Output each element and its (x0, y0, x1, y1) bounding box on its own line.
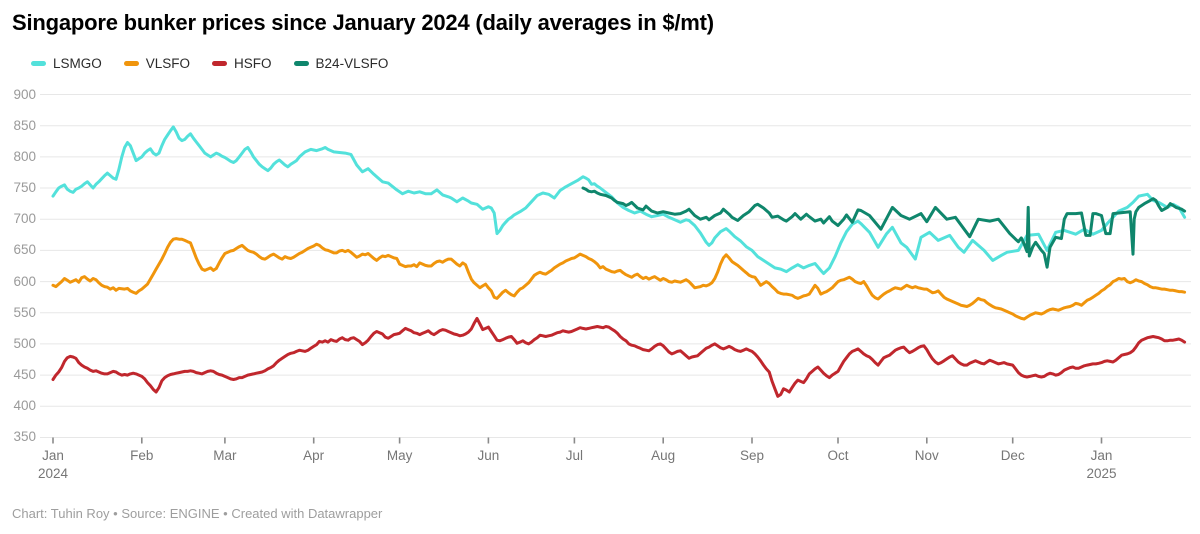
x-tick-label-jan: Jan (42, 448, 64, 463)
legend-item-b24-vlsfo: B24-VLSFO (293, 56, 389, 71)
gridlines (40, 94, 1191, 438)
legend-item-lsmgo: LSMGO (31, 56, 102, 71)
legend-label: VLSFO (145, 56, 191, 71)
legend-swatch-icon (212, 61, 228, 66)
x-tick-label-aug: Aug (651, 448, 676, 463)
x-tick-sublabel-2025: 2025 (1086, 466, 1117, 481)
y-tick-label-550: 550 (13, 304, 36, 320)
x-tick-label-dec: Dec (1000, 448, 1025, 463)
x-tick-label-jan: Jan (1090, 448, 1113, 463)
y-tick-label-700: 700 (13, 211, 36, 227)
series-line-b24-vlsfo (581, 186, 1187, 269)
y-tick-label-800: 800 (13, 148, 36, 164)
series-line-vlsfo (51, 237, 1187, 321)
legend-label: B24-VLSFO (315, 56, 389, 71)
x-tick-label-jun: Jun (477, 448, 500, 463)
x-tick-label-mar: Mar (213, 448, 237, 463)
legend-item-vlsfo: VLSFO (123, 56, 191, 71)
legend-label: HSFO (234, 56, 272, 71)
y-tick-label-500: 500 (13, 335, 36, 351)
series-line-lsmgo (51, 125, 1187, 275)
x-tick-sublabel-2024: 2024 (37, 466, 69, 481)
legend-swatch-icon (31, 61, 46, 66)
month-ticks (52, 437, 1103, 444)
y-tick-label-350: 350 (13, 429, 36, 445)
plot-lines (51, 125, 1187, 398)
y-tick-label-400: 400 (13, 398, 36, 414)
y-tick-label-750: 750 (13, 180, 36, 196)
y-tick-label-850: 850 (13, 117, 36, 133)
x-tick-label-feb: Feb (130, 448, 154, 463)
legend-swatch-icon (123, 61, 139, 66)
x-tick-label-sep: Sep (739, 448, 765, 463)
x-tick-label-may: May (386, 448, 413, 463)
y-tick-label-600: 600 (13, 273, 36, 289)
x-tick-label-nov: Nov (914, 448, 939, 463)
page-title: Singapore bunker prices since January 20… (12, 10, 714, 35)
x-tick-label-apr: Apr (303, 448, 325, 463)
x-tick-label-oct: Oct (827, 448, 849, 463)
y-tick-label-450: 450 (13, 367, 36, 383)
legend-swatch-icon (293, 61, 309, 66)
attribution-footer: Chart: Tuhin Roy • Source: ENGINE • Crea… (12, 506, 383, 521)
series-line-hsfo (51, 316, 1187, 398)
legend-label: LSMGO (53, 56, 102, 71)
y-tick-label-900: 900 (13, 86, 36, 102)
legend: LSMGO VLSFO HSFO B24-VLSFO (31, 56, 388, 71)
legend-item-hsfo: HSFO (212, 56, 272, 71)
y-tick-label-650: 650 (13, 242, 36, 258)
x-tick-label-jul: Jul (565, 448, 584, 463)
